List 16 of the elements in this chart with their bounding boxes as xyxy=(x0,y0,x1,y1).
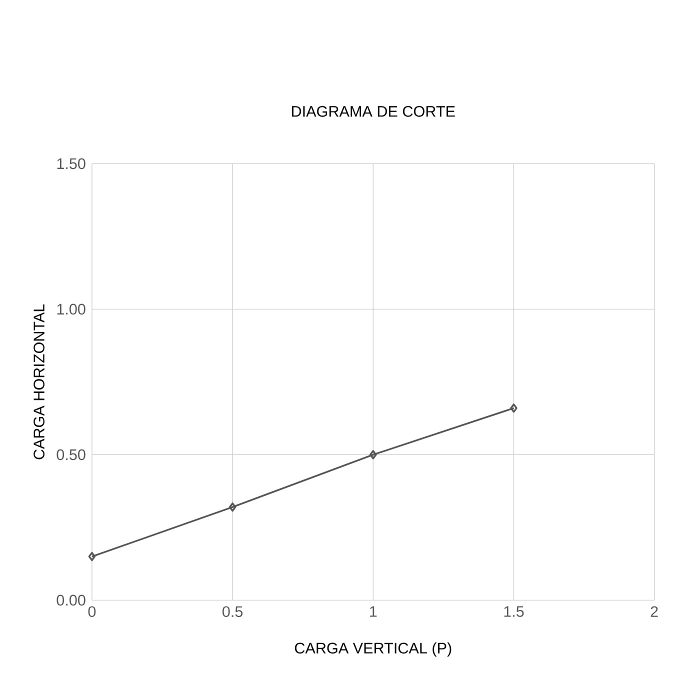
x-tick-label: 0 xyxy=(88,606,96,618)
x-tick-label: 1.5 xyxy=(504,606,524,617)
chart-title: DIAGRAMA DE CORTE xyxy=(292,106,455,117)
y-tick-label: 0.00 xyxy=(56,594,86,606)
y-tick-label: 1.50 xyxy=(57,158,86,170)
x-tick-label: 1 xyxy=(370,606,376,617)
point xyxy=(88,552,96,562)
y-tick-label: 1.00 xyxy=(57,304,86,315)
point xyxy=(228,502,236,512)
y-axis-title: CARGA HORIZONTAL xyxy=(33,304,44,460)
x-axis-title: CARGA VERTICAL (P) xyxy=(294,642,451,657)
x-tick-label: 2 xyxy=(650,606,658,617)
point xyxy=(369,450,377,460)
x-tick-label: 0.5 xyxy=(222,606,242,618)
y-tick-label: 0.50 xyxy=(56,449,86,460)
point xyxy=(510,404,518,413)
